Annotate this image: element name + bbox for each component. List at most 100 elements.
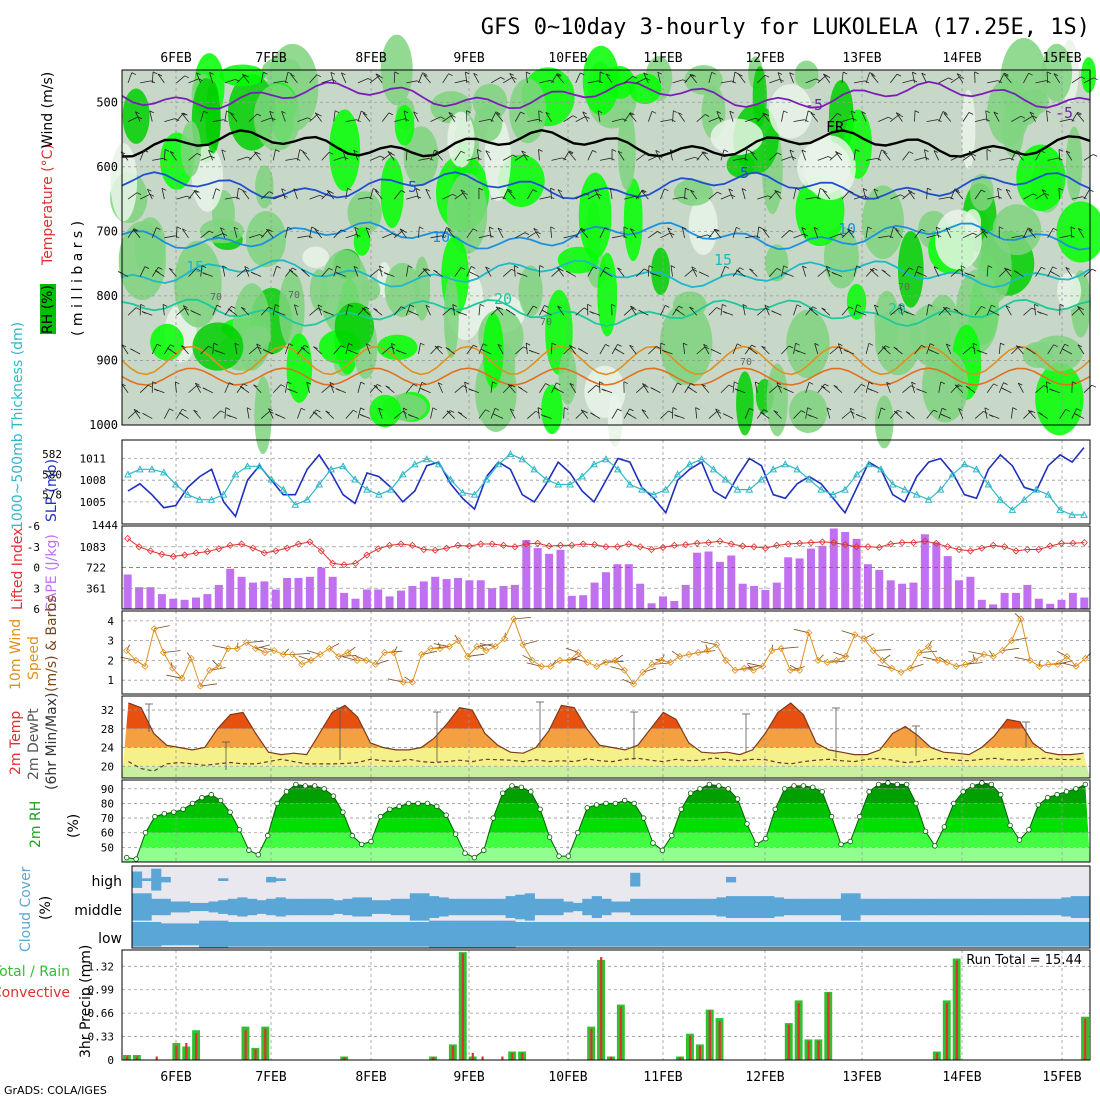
wind-barb-flag [314, 228, 320, 232]
wind-barb-flag [927, 187, 932, 191]
wind-barb [1059, 118, 1071, 123]
cape-bar [772, 582, 781, 609]
wind-barb [886, 382, 891, 393]
cloud-cell-middle [965, 898, 976, 916]
li-point [1057, 539, 1066, 547]
cape-bar [545, 553, 554, 609]
wind10m-barb [283, 648, 290, 655]
wind-barb-flag [507, 188, 513, 192]
cloud-cell-middle [601, 898, 612, 916]
wind-barb [938, 111, 944, 122]
li-point [386, 541, 394, 549]
wind-barb [497, 344, 504, 355]
wind-barb-flag [655, 150, 660, 153]
cloud-cell-middle [151, 898, 162, 916]
li-point [545, 542, 553, 550]
wind-barb-flag [226, 110, 231, 114]
wind10m-point [178, 674, 186, 682]
wind-barb [826, 407, 831, 419]
wind-barb [1035, 266, 1042, 277]
cloud-cell-low [505, 920, 516, 948]
wind-barb [1059, 235, 1071, 239]
rh-patch [174, 240, 222, 328]
wind-barb [681, 227, 686, 238]
wind-barb [260, 306, 269, 316]
wind-barb-flag [869, 72, 874, 75]
wind-barb [514, 346, 524, 355]
wind-barb [744, 408, 750, 419]
rh-contour-label: 70 [288, 290, 300, 301]
rh-point [1044, 794, 1051, 801]
cloud-cell-low [668, 922, 679, 947]
wind-barb-flag [193, 190, 198, 193]
date-label-top: 14FEB [942, 51, 981, 66]
cloud-cell-low [352, 922, 363, 947]
wind-barb-flag [448, 112, 453, 115]
wind10m-point [445, 643, 453, 651]
wind-barb-flag [143, 149, 149, 153]
wind-barb [495, 112, 504, 122]
wind-barb-flag [541, 309, 547, 313]
wind-barb [200, 155, 211, 161]
cloud-cell-middle [342, 898, 353, 916]
wind-barb-flag [668, 410, 673, 414]
wind-barb [297, 408, 302, 419]
thickness-point [649, 490, 658, 498]
wind-barb-flag [409, 304, 415, 308]
wind-barb-flag [468, 388, 473, 392]
date-label-top: 15FEB [1042, 51, 1081, 66]
wind-barb [998, 72, 1005, 84]
wind10m-barb [671, 650, 680, 657]
wind10m-point [528, 656, 536, 664]
wind-barb-flag [724, 265, 730, 269]
wind-barb-flag [955, 190, 961, 193]
thickness-point [171, 480, 180, 488]
cloud-cell-low [572, 922, 583, 947]
wind-barb [684, 188, 686, 200]
date-label-top: 13FEB [842, 51, 881, 66]
wind-barb-flag [1053, 227, 1058, 231]
wind10m-point [1072, 662, 1080, 670]
cloud-cell-middle [553, 898, 564, 916]
wind-barb [793, 410, 802, 419]
wind-barb-flag [749, 408, 754, 411]
wind-barb [394, 118, 406, 123]
wind-barb-flag [642, 383, 647, 386]
wind-barb-flag [855, 149, 860, 152]
wind-barb [617, 150, 625, 161]
cloud-cell-high [266, 876, 277, 883]
wind-barb [911, 381, 915, 393]
wind-barb-flag [269, 110, 274, 114]
rh-point [593, 802, 600, 808]
wind-barb [284, 72, 289, 84]
cloud-cell-low [1032, 922, 1043, 947]
wind10m-point [814, 656, 822, 664]
rh-point [951, 800, 957, 807]
cloud-cell-middle [1022, 898, 1033, 916]
wind-barb-flag [485, 266, 490, 270]
wind-barb [224, 110, 227, 122]
wind-barb [454, 385, 464, 394]
wind-barb-flag [300, 346, 306, 350]
cloud-cell-middle [199, 902, 210, 912]
wind-barb [672, 110, 674, 122]
thickness-point [124, 470, 132, 478]
wind10m-point [777, 644, 785, 653]
wind-barb-flag [275, 149, 280, 152]
wind10m-point [556, 656, 564, 664]
wind-barb-flag [736, 269, 741, 273]
precip-label-2: Convective [0, 985, 70, 1001]
thickness-point [183, 490, 192, 498]
wind-barb [329, 382, 335, 393]
wind-barb-flag [526, 71, 531, 75]
wind-barb [509, 73, 516, 84]
wind-barb-flag [642, 189, 647, 193]
wind-barb [587, 385, 597, 394]
cloud-cell-middle [1080, 896, 1091, 918]
contour-label: 15 [714, 251, 732, 269]
cape-bar [624, 564, 633, 609]
wind-barb [793, 119, 805, 123]
cloud-cell-middle [1032, 898, 1043, 916]
wind-barb-flag [713, 228, 719, 232]
wind-barb-flag [1028, 227, 1033, 231]
